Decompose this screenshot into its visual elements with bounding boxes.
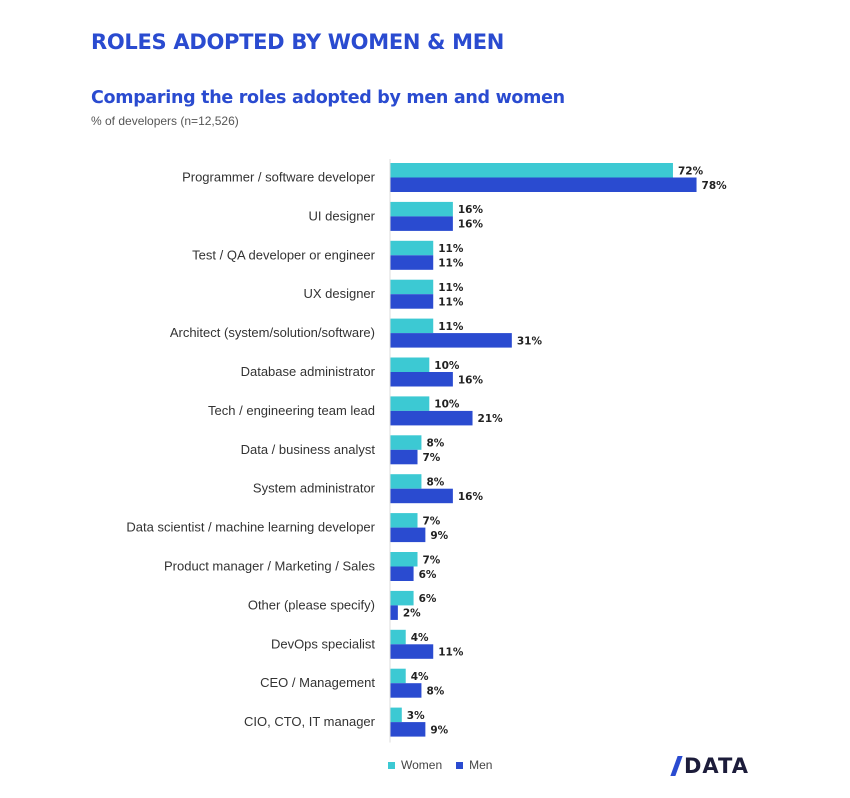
bar-women (390, 474, 422, 489)
bar-men (390, 294, 434, 309)
bar-women (390, 201, 453, 217)
value-label-men: 21% (478, 413, 504, 425)
value-label-men: 7% (423, 452, 441, 464)
bar-women (390, 279, 434, 295)
value-label-men: 78% (702, 180, 728, 192)
chart-title: Comparing the roles adopted by men and w… (91, 88, 565, 108)
category-label: CEO / Management (260, 675, 375, 690)
category-label: Other (please specify) (248, 597, 375, 612)
legend-label-men: Men (469, 758, 493, 772)
value-label-women: 3% (407, 710, 425, 722)
value-label-women: 16% (458, 204, 484, 216)
bar-men (390, 216, 453, 231)
brand-name: DATA (684, 754, 750, 778)
value-label-women: 10% (434, 360, 460, 372)
bar-men (390, 488, 453, 504)
bar-men (390, 644, 434, 659)
bar-men (390, 722, 426, 737)
brand-logo: DATA (670, 754, 750, 778)
legend-swatch-men (456, 761, 464, 769)
bar-men (390, 683, 422, 698)
value-label-men: 16% (458, 374, 484, 386)
bar-women (390, 396, 430, 411)
bar-men (390, 605, 398, 620)
value-label-men: 11% (438, 647, 464, 659)
category-label: Data scientist / machine learning develo… (126, 520, 375, 535)
bar-women (390, 357, 430, 372)
bar-women (390, 590, 414, 606)
value-label-women: 10% (434, 399, 460, 411)
bar-men (390, 177, 697, 192)
bar-men (390, 372, 453, 387)
value-label-men: 8% (426, 685, 444, 697)
category-label: Tech / engineering team lead (208, 403, 375, 418)
bar-women (390, 707, 402, 723)
value-label-women: 72% (678, 165, 704, 177)
bar-chart: Programmer / software developer 72% 78% UI … (126, 159, 728, 743)
category-label: Database administrator (241, 364, 376, 379)
bar-women (390, 668, 406, 684)
value-label-women: 8% (426, 476, 444, 488)
bar-women (390, 629, 406, 645)
category-label: Programmer / software developer (182, 170, 376, 185)
value-label-women: 11% (438, 282, 464, 294)
category-label: CIO, CTO, IT manager (244, 714, 376, 729)
bar-women (390, 552, 418, 567)
bar-men (390, 410, 473, 426)
chart-subtitle: % of developers (n=12,526) (91, 114, 239, 128)
value-label-men: 9% (430, 530, 448, 542)
page-title: ROLES ADOPTED BY WOMEN & MEN (91, 30, 505, 54)
value-label-women: 11% (438, 321, 464, 333)
bar-women (390, 513, 418, 528)
category-label: UX designer (303, 286, 375, 301)
bar-men (390, 527, 426, 543)
category-label: UI designer (309, 208, 376, 223)
category-label: Architect (system/solution/software) (170, 325, 375, 340)
category-label: Product manager / Marketing / Sales (164, 559, 375, 574)
value-label-men: 31% (517, 335, 543, 347)
bar-men (390, 566, 414, 581)
legend-label-women: Women (401, 758, 443, 772)
bar-men (390, 333, 512, 348)
legend-item-men: Men (456, 758, 492, 772)
value-label-men: 2% (403, 608, 421, 620)
category-label: Data / business analyst (241, 442, 376, 457)
category-label: System administrator (253, 481, 376, 496)
value-label-women: 11% (438, 243, 464, 255)
value-label-men: 16% (458, 219, 484, 231)
legend-swatch-women (388, 761, 395, 769)
bar-men (390, 255, 434, 270)
value-label-men: 11% (438, 258, 464, 270)
legend: Women Men (388, 758, 506, 772)
value-label-women: 8% (426, 438, 444, 450)
bar-men (390, 449, 418, 465)
value-label-women: 4% (411, 671, 429, 683)
bar-women (390, 163, 673, 178)
bar-women (390, 318, 434, 334)
brand-slash-icon (670, 756, 683, 776)
bar-women (390, 435, 422, 450)
value-label-women: 6% (419, 593, 437, 605)
value-label-men: 6% (419, 569, 437, 581)
value-label-women: 7% (423, 554, 441, 566)
bar-women (390, 240, 434, 256)
value-label-men: 11% (438, 296, 464, 308)
value-label-women: 4% (411, 632, 429, 644)
value-label-men: 16% (458, 491, 484, 503)
category-label: DevOps specialist (271, 636, 375, 651)
category-label: Test / QA developer or engineer (192, 247, 376, 262)
value-label-women: 7% (423, 515, 441, 527)
legend-item-women: Women (388, 758, 442, 772)
value-label-men: 9% (430, 724, 448, 736)
